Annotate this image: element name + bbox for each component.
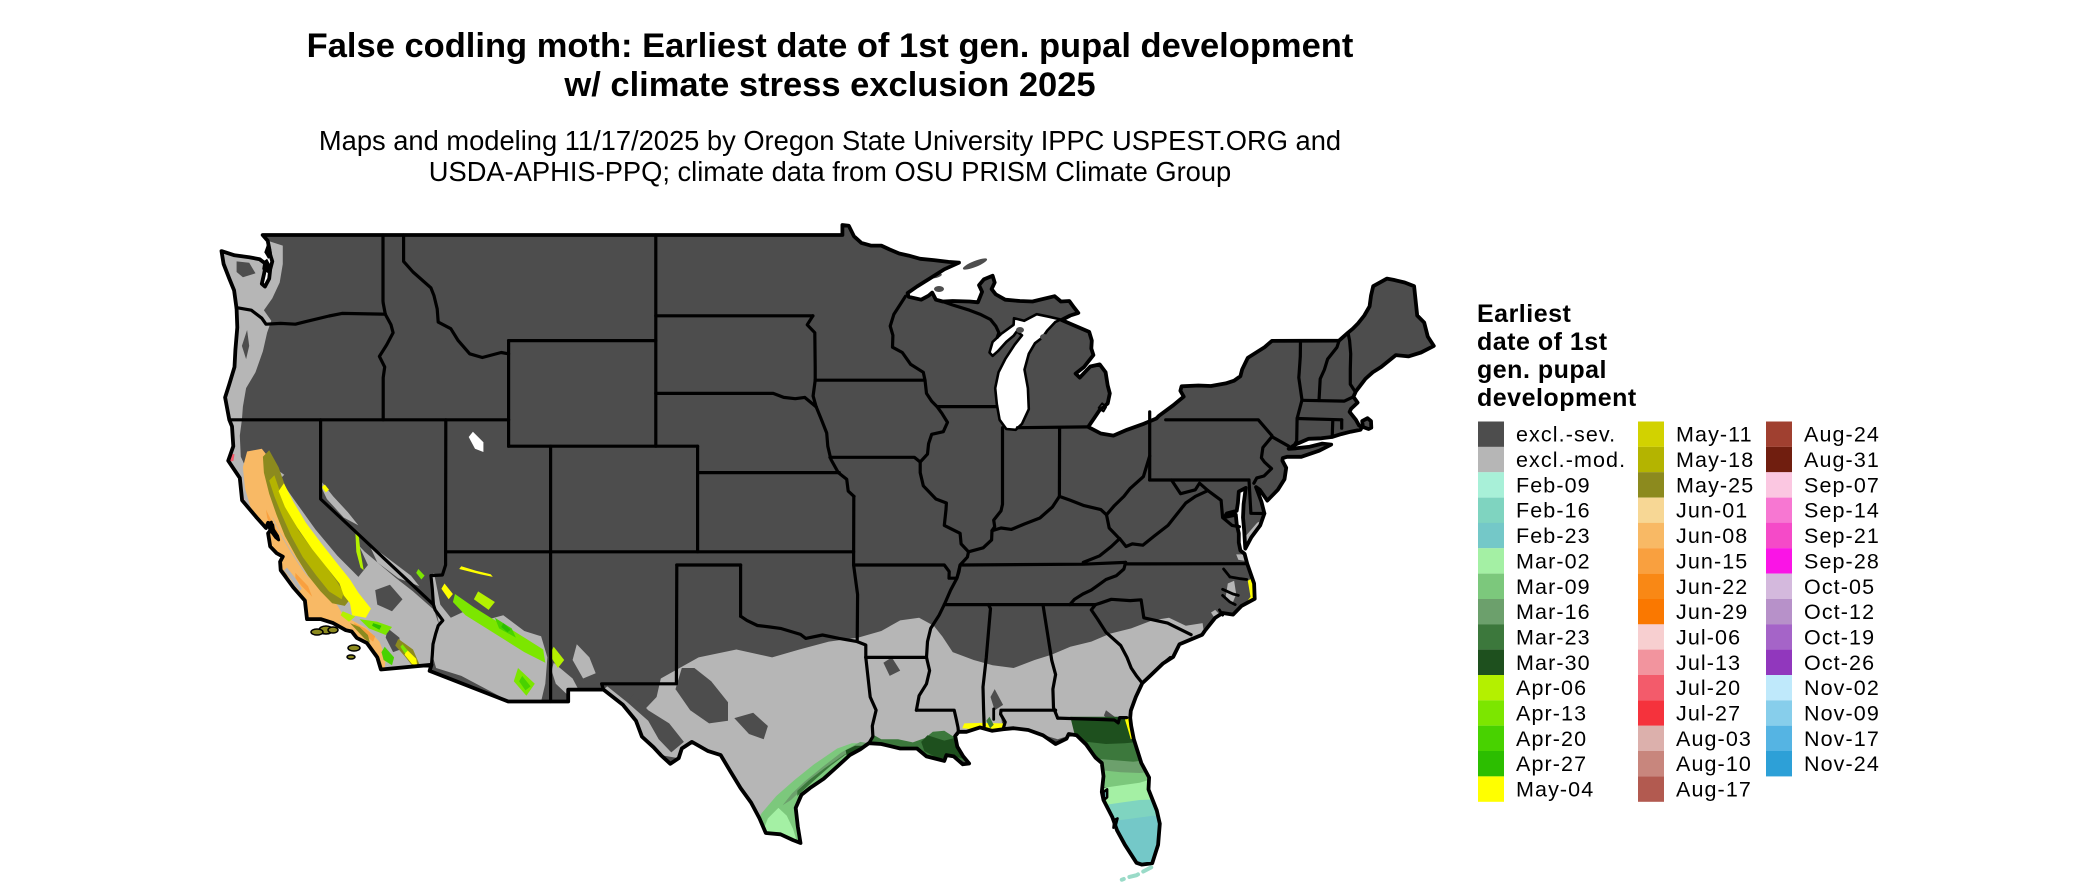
svg-text:False codling moth: Earliest d: False codling moth: Earliest date of 1st…	[307, 27, 1354, 65]
svg-text:Feb-16: Feb-16	[1516, 499, 1591, 523]
svg-text:Apr-20: Apr-20	[1516, 727, 1587, 751]
svg-text:Nov-02: Nov-02	[1804, 676, 1880, 700]
svg-text:Aug-10: Aug-10	[1676, 752, 1752, 776]
svg-text:Jul-20: Jul-20	[1676, 676, 1741, 700]
svg-text:Aug-03: Aug-03	[1676, 727, 1752, 751]
svg-text:Oct-05: Oct-05	[1804, 575, 1875, 599]
svg-text:Sep-28: Sep-28	[1804, 549, 1880, 573]
svg-text:gen. pupal: gen. pupal	[1477, 356, 1607, 384]
svg-text:Jun-22: Jun-22	[1676, 575, 1748, 599]
svg-text:Jun-08: Jun-08	[1676, 524, 1748, 548]
svg-text:Mar-09: Mar-09	[1516, 575, 1591, 599]
svg-text:Aug-24: Aug-24	[1804, 423, 1880, 447]
svg-text:Oct-26: Oct-26	[1804, 651, 1875, 675]
svg-text:Oct-12: Oct-12	[1804, 600, 1875, 624]
svg-text:Jul-06: Jul-06	[1676, 626, 1741, 650]
svg-text:May-18: May-18	[1676, 448, 1754, 472]
svg-text:Sep-14: Sep-14	[1804, 499, 1880, 523]
svg-text:excl.-mod.: excl.-mod.	[1516, 448, 1626, 472]
svg-text:excl.-sev.: excl.-sev.	[1516, 423, 1616, 447]
svg-text:Jul-27: Jul-27	[1676, 702, 1741, 726]
svg-text:Feb-09: Feb-09	[1516, 473, 1591, 497]
svg-text:Apr-27: Apr-27	[1516, 752, 1587, 776]
svg-text:Nov-24: Nov-24	[1804, 752, 1880, 776]
svg-text:Apr-06: Apr-06	[1516, 676, 1587, 700]
svg-text:Jul-13: Jul-13	[1676, 651, 1741, 675]
svg-text:Aug-17: Aug-17	[1676, 778, 1752, 802]
svg-text:Maps and modeling 11/17/2025 b: Maps and modeling 11/17/2025 by Oregon S…	[319, 125, 1341, 156]
svg-text:Oct-19: Oct-19	[1804, 626, 1875, 650]
svg-text:Mar-23: Mar-23	[1516, 626, 1591, 650]
svg-text:development: development	[1477, 384, 1637, 412]
svg-text:w/ climate stress exclusion 20: w/ climate stress exclusion 2025	[563, 66, 1095, 104]
svg-text:Sep-21: Sep-21	[1804, 524, 1880, 548]
svg-text:May-04: May-04	[1516, 778, 1594, 802]
svg-text:Aug-31: Aug-31	[1804, 448, 1880, 472]
svg-text:Jun-29: Jun-29	[1676, 600, 1748, 624]
svg-text:USDA-APHIS-PPQ; climate data f: USDA-APHIS-PPQ; climate data from OSU PR…	[429, 156, 1231, 187]
svg-text:Jun-01: Jun-01	[1676, 499, 1748, 523]
svg-text:Mar-30: Mar-30	[1516, 651, 1591, 675]
svg-text:Nov-09: Nov-09	[1804, 702, 1880, 726]
svg-text:Sep-07: Sep-07	[1804, 473, 1880, 497]
svg-text:date of 1st: date of 1st	[1477, 328, 1608, 356]
svg-text:May-25: May-25	[1676, 473, 1754, 497]
svg-text:May-11: May-11	[1676, 423, 1753, 447]
svg-text:Feb-23: Feb-23	[1516, 524, 1591, 548]
svg-text:Earliest: Earliest	[1477, 300, 1572, 328]
svg-text:Jun-15: Jun-15	[1676, 549, 1748, 573]
svg-text:Mar-16: Mar-16	[1516, 600, 1591, 624]
svg-text:Apr-13: Apr-13	[1516, 702, 1587, 726]
svg-text:Mar-02: Mar-02	[1516, 549, 1591, 573]
svg-text:Nov-17: Nov-17	[1804, 727, 1880, 751]
